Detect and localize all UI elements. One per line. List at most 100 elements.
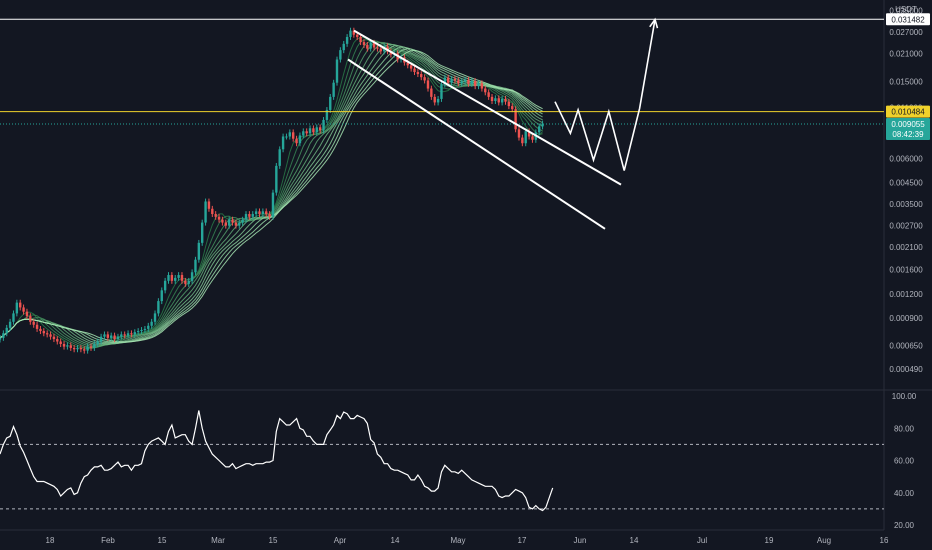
candle-body: [342, 43, 345, 51]
axis-layer: 0.0350000.0270000.0210000.0150000.011000…: [46, 5, 930, 545]
candle-body: [504, 98, 507, 102]
candle-body: [177, 275, 180, 278]
candle-body: [356, 34, 359, 37]
time-tick-label: Apr: [334, 536, 347, 545]
candle-body: [113, 335, 116, 340]
level-price-label: 0.010484: [891, 108, 925, 117]
candle-body: [238, 222, 241, 226]
candle-body: [409, 65, 413, 69]
candle-body: [12, 313, 15, 322]
candle-body: [35, 324, 39, 329]
price-tick-label: 0.000900: [889, 314, 923, 323]
candle-body: [315, 127, 318, 133]
candle-body: [507, 101, 511, 107]
rsi-tick-label: 40.00: [894, 489, 915, 498]
rsi-tick-label: 20.00: [894, 521, 915, 530]
candle-body: [325, 109, 329, 120]
candle-body: [295, 138, 298, 144]
candle-body: [369, 42, 372, 49]
candle-body: [227, 219, 231, 226]
candle-body: [497, 98, 500, 103]
candle-body: [251, 214, 254, 217]
time-tick-label: 14: [630, 536, 639, 545]
time-tick-label: Feb: [101, 536, 115, 545]
candle-body: [66, 345, 69, 347]
candle-body: [194, 259, 197, 273]
candle-body: [291, 132, 295, 139]
candle-body: [541, 123, 544, 127]
candle-body: [443, 77, 447, 85]
candle-body: [281, 136, 285, 150]
candle-body: [352, 30, 356, 35]
candle-body: [362, 42, 366, 45]
candle-body: [345, 36, 349, 44]
candle-body: [335, 59, 339, 83]
time-tick-label: 14: [391, 536, 400, 545]
candle-body: [214, 214, 217, 217]
rsi-tick-label: 100.00: [892, 392, 917, 401]
grid-layer: [0, 0, 932, 531]
candle-body: [180, 275, 184, 281]
candle-body: [318, 127, 322, 131]
channel-line: [347, 58, 606, 230]
time-tick-label: May: [450, 536, 465, 545]
candle-body: [302, 131, 305, 136]
candle-body: [130, 333, 133, 335]
time-tick-label: 16: [880, 536, 889, 545]
candle-body: [160, 290, 163, 302]
candle-body: [5, 327, 8, 334]
candle-body: [69, 345, 72, 348]
candle-body: [234, 222, 238, 226]
candle-body: [174, 277, 177, 281]
price-tick-label: 0.000650: [889, 341, 923, 350]
candle-body: [487, 92, 490, 97]
candle-body: [45, 333, 49, 335]
candle-body: [433, 96, 436, 103]
candle-body: [500, 98, 504, 103]
candle-body: [52, 336, 56, 340]
ma-ribbon-line: [0, 49, 543, 343]
candle-body: [167, 275, 170, 281]
candle-body: [221, 219, 224, 223]
candle-body: [275, 165, 278, 193]
candle-body: [19, 302, 22, 308]
candle-body: [339, 50, 342, 60]
candle-body: [447, 77, 450, 83]
candle-body: [120, 334, 123, 337]
candle-body: [133, 332, 136, 335]
candle-body: [22, 307, 25, 312]
candle-body: [420, 74, 423, 78]
rsi-tick-label: 60.00: [894, 457, 915, 466]
rsi-layer: [0, 410, 884, 512]
candle-body: [285, 136, 288, 138]
candle-body: [197, 242, 201, 260]
price-tick-label: 0.004500: [889, 179, 923, 188]
candle-body: [329, 96, 332, 110]
candle-body: [477, 83, 480, 87]
candle-body: [150, 321, 153, 326]
candle-body: [450, 78, 453, 83]
candle-body: [524, 131, 527, 144]
candle-body: [244, 214, 248, 220]
candle-body: [436, 98, 440, 103]
candle-body: [480, 83, 484, 89]
candle-body: [440, 84, 443, 99]
candle-body: [494, 98, 497, 102]
candle-body: [201, 222, 204, 243]
candle-body: [8, 321, 12, 328]
rsi-line: [0, 410, 554, 512]
candle-body: [184, 280, 187, 284]
ma-ribbon-layer: [0, 36, 543, 350]
candle-body: [514, 109, 517, 130]
price-tick-label: 0.001200: [889, 290, 923, 299]
drawing-layer: [0, 17, 884, 230]
candle-body: [140, 329, 143, 332]
candle-body: [467, 79, 470, 84]
candle-body: [517, 129, 521, 138]
candle-body: [430, 88, 433, 97]
candle-body: [72, 347, 76, 350]
candle-body: [153, 313, 157, 322]
candle-body: [110, 335, 113, 338]
